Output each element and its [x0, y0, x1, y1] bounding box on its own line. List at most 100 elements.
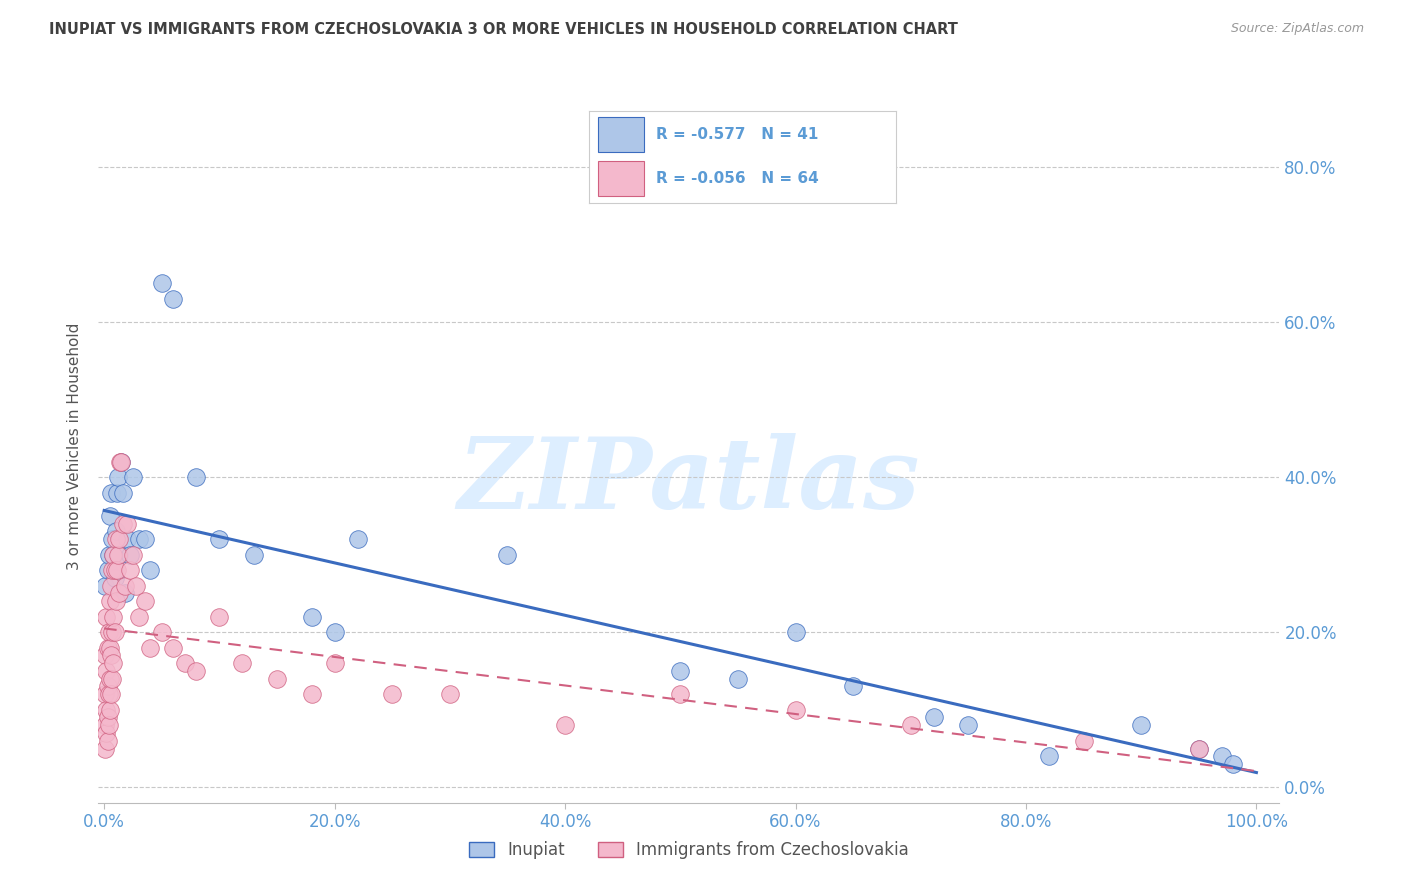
- Point: [128, 609, 150, 624]
- Point: [208, 532, 231, 546]
- Point: [381, 687, 404, 701]
- Point: [97, 680, 120, 694]
- Point: [108, 548, 131, 562]
- Point: [231, 656, 253, 670]
- Point: [97, 640, 120, 655]
- Point: [1130, 718, 1153, 732]
- Legend: Inupiat, Immigrants from Czechoslovakia: Inupiat, Immigrants from Czechoslovakia: [463, 835, 915, 866]
- Point: [669, 664, 692, 678]
- Point: [1188, 741, 1211, 756]
- Point: [208, 609, 231, 624]
- Point: [110, 454, 132, 468]
- Point: [1222, 757, 1244, 772]
- Point: [98, 508, 121, 523]
- Point: [122, 470, 145, 484]
- Point: [96, 726, 118, 740]
- Point: [96, 609, 118, 624]
- Point: [105, 563, 128, 577]
- Point: [346, 532, 368, 546]
- Point: [97, 733, 120, 747]
- Point: [100, 579, 122, 593]
- Point: [103, 548, 125, 562]
- Point: [100, 485, 122, 500]
- Point: [1211, 749, 1233, 764]
- Point: [118, 548, 141, 562]
- Point: [100, 687, 122, 701]
- Point: [101, 563, 124, 577]
- Point: [118, 563, 141, 577]
- Point: [496, 548, 519, 562]
- Point: [103, 563, 125, 577]
- Point: [97, 718, 120, 732]
- Point: [134, 532, 156, 546]
- Point: [842, 680, 865, 694]
- Point: [104, 594, 127, 608]
- Y-axis label: 3 or more Vehicles in Household: 3 or more Vehicles in Household: [67, 322, 83, 570]
- Point: [922, 710, 945, 724]
- Point: [110, 454, 132, 468]
- Point: [139, 640, 162, 655]
- Point: [554, 718, 576, 732]
- Point: [105, 485, 128, 500]
- Point: [134, 594, 156, 608]
- Point: [97, 548, 120, 562]
- Point: [150, 276, 173, 290]
- Point: [162, 640, 184, 655]
- Point: [94, 718, 117, 732]
- Point: [100, 648, 122, 663]
- Point: [785, 703, 807, 717]
- Point: [103, 609, 125, 624]
- Point: [103, 548, 125, 562]
- Point: [94, 579, 117, 593]
- Point: [301, 609, 323, 624]
- Point: [103, 571, 125, 585]
- Text: Source: ZipAtlas.com: Source: ZipAtlas.com: [1230, 22, 1364, 36]
- Point: [114, 579, 136, 593]
- Point: [1073, 733, 1095, 747]
- Point: [94, 648, 117, 663]
- Point: [101, 625, 124, 640]
- Text: INUPIAT VS IMMIGRANTS FROM CZECHOSLOVAKIA 3 OR MORE VEHICLES IN HOUSEHOLD CORREL: INUPIAT VS IMMIGRANTS FROM CZECHOSLOVAKI…: [49, 22, 957, 37]
- Point: [1188, 741, 1211, 756]
- Point: [150, 625, 173, 640]
- Point: [97, 710, 120, 724]
- Point: [1038, 749, 1060, 764]
- Point: [98, 594, 121, 608]
- Point: [98, 640, 121, 655]
- Point: [186, 470, 208, 484]
- Point: [128, 532, 150, 546]
- Point: [122, 548, 145, 562]
- Point: [94, 741, 117, 756]
- Point: [669, 687, 692, 701]
- Point: [94, 687, 117, 701]
- Point: [97, 687, 120, 701]
- Point: [301, 687, 323, 701]
- Point: [111, 516, 134, 531]
- Point: [110, 454, 132, 468]
- Point: [107, 548, 129, 562]
- Point: [186, 664, 208, 678]
- Point: [243, 548, 266, 562]
- Text: ZIPatlas: ZIPatlas: [458, 434, 920, 530]
- Point: [98, 703, 121, 717]
- Point: [114, 586, 136, 600]
- Point: [107, 470, 129, 484]
- Point: [101, 532, 124, 546]
- Point: [266, 672, 288, 686]
- Point: [727, 672, 749, 686]
- Point: [785, 625, 807, 640]
- Point: [108, 586, 131, 600]
- Point: [115, 516, 138, 531]
- Point: [439, 687, 461, 701]
- Point: [97, 625, 120, 640]
- Point: [139, 563, 162, 577]
- Point: [900, 718, 922, 732]
- Point: [323, 625, 346, 640]
- Point: [97, 563, 120, 577]
- Point: [162, 292, 184, 306]
- Point: [111, 485, 134, 500]
- Point: [125, 579, 148, 593]
- Point: [104, 532, 127, 546]
- Point: [108, 532, 131, 546]
- Point: [101, 672, 124, 686]
